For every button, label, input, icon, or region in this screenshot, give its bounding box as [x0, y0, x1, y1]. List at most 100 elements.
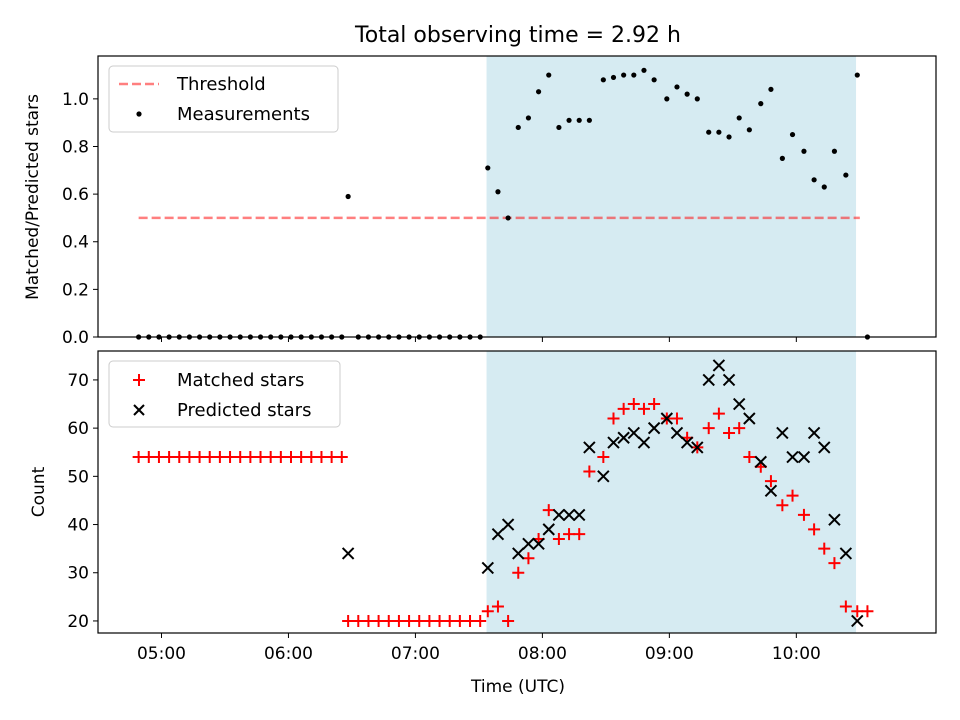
measurements-legend-swatch	[136, 111, 142, 117]
measurements-legend-label: Measurements	[177, 104, 310, 125]
measurement-point	[586, 117, 592, 123]
top-ytick-label: 0.0	[62, 328, 89, 348]
matched-star-point	[512, 566, 525, 579]
matched-star-point	[808, 523, 821, 536]
predicted-star-point	[691, 441, 704, 454]
top-ytick-label: 0.2	[62, 280, 89, 300]
predicted-star-point	[807, 426, 821, 440]
measurement-point	[535, 89, 542, 95]
top-legend: Threshold Measurements	[108, 65, 339, 133]
top-plot-area: 0.0 0.2 0.4 0.6 0.8 1.0	[62, 55, 937, 348]
matched-star-point	[502, 614, 515, 627]
measurement-point	[831, 148, 838, 154]
predicted-star-point	[732, 397, 746, 411]
matched-star-point	[254, 451, 267, 464]
measurement-point	[485, 165, 491, 171]
matched-star-point	[818, 542, 831, 555]
measurement-point	[706, 129, 712, 135]
matched-star-point	[152, 451, 165, 464]
matched-star-point	[776, 499, 789, 512]
matched-star-point	[413, 614, 426, 627]
top-legend-frame	[108, 65, 339, 133]
measurement-point	[801, 148, 807, 154]
matched-star-point	[305, 451, 318, 464]
top-ylabel: Matched/Predicted stars	[23, 94, 43, 300]
matched-star-point	[733, 422, 746, 435]
bottom-axes-frame	[97, 350, 937, 634]
matched-star-point	[142, 451, 155, 464]
matched-star-point	[474, 614, 487, 627]
predicted-star-point	[607, 436, 620, 449]
measurement-point	[525, 115, 532, 121]
matched-star-point	[244, 451, 257, 464]
bottom-plot-area: 20 30 40 50 60 70 05:00 06:00 07:00 08:00 09:00 10:…	[67, 350, 937, 664]
predicted-star-point	[680, 436, 694, 449]
matched-star-point	[563, 528, 576, 541]
matched-star-point	[274, 451, 287, 464]
bottom-legend-frame	[108, 360, 341, 428]
measurement-point	[758, 101, 764, 107]
bottom-ytick-label: 70	[67, 371, 89, 391]
matched-star-point	[234, 451, 247, 464]
matched-star-point	[224, 451, 237, 464]
bottom-xtick-label: 09:00	[645, 644, 694, 664]
bottom-panel: 20 30 40 50 60 70 05:00 06:00 07:00 08:00 09:00 10:…	[29, 350, 937, 697]
matched-star-point	[786, 489, 799, 502]
predicted-star-point	[670, 426, 684, 440]
matched-star-point	[828, 557, 841, 570]
matched-star-point	[617, 402, 630, 415]
predicted-star-point	[797, 450, 811, 464]
measurement-point	[566, 117, 572, 123]
measurement-point	[600, 77, 606, 83]
top-panel: 0.0 0.2 0.4 0.6 0.8 1.0 Matched/Predicted sta…	[23, 55, 937, 348]
predicted-star-point	[647, 421, 661, 435]
predicted-star-point	[764, 484, 778, 498]
predicted-star-point	[573, 508, 586, 522]
matched-star-point	[284, 451, 297, 464]
top-ytick-label: 1.0	[62, 90, 89, 110]
bottom-ylabel: Count	[29, 466, 49, 517]
measurement-point	[821, 184, 827, 190]
measurement-point	[716, 129, 722, 135]
bottom-shaded-span	[486, 351, 857, 633]
matched-star-point	[362, 614, 375, 627]
predicted-star-point	[776, 426, 789, 440]
measurement-point	[621, 72, 627, 78]
top-ytick-label: 0.4	[62, 233, 89, 253]
measurement-point	[684, 91, 690, 97]
predicted-star-point	[542, 523, 555, 536]
matched-star-point	[743, 451, 756, 464]
matched-star-point	[295, 451, 308, 464]
matched-star-point	[851, 605, 864, 618]
measurement-point	[789, 131, 796, 138]
measurement-point	[576, 117, 582, 123]
predicted-star-point	[712, 359, 726, 372]
bottom-xtick-label: 10:00	[772, 644, 821, 664]
matched-legend-swatch	[133, 374, 145, 386]
predicted-star-point	[522, 537, 535, 551]
bottom-xtick-label: 05:00	[137, 644, 186, 664]
predicted-legend-label: Predicted stars	[177, 400, 311, 421]
predicted-star-point	[818, 441, 831, 454]
threshold-legend-label: Threshold	[176, 74, 266, 95]
predicted-star-point	[722, 373, 736, 387]
top-shaded-span	[486, 56, 857, 337]
matched-star-point	[423, 614, 436, 627]
measurement-point	[674, 84, 680, 90]
matched-legend-label: Matched stars	[177, 370, 304, 391]
predicted-star-point	[552, 508, 566, 522]
matched-star-point	[443, 614, 456, 627]
matched-star-point	[491, 600, 504, 613]
matched-star-point	[203, 451, 216, 464]
matched-star-point	[702, 422, 715, 435]
measurement-point	[768, 86, 774, 92]
predicted-star-point	[754, 455, 767, 469]
predicted-legend-swatch	[133, 404, 145, 416]
matched-star-point	[648, 398, 661, 411]
predicted-star-point	[341, 547, 355, 560]
matched-star-point	[839, 600, 852, 613]
predicted-star-point	[512, 547, 525, 560]
matched-star-point	[193, 451, 206, 464]
matched-star-point	[670, 412, 683, 425]
matched-star-point	[583, 465, 596, 478]
